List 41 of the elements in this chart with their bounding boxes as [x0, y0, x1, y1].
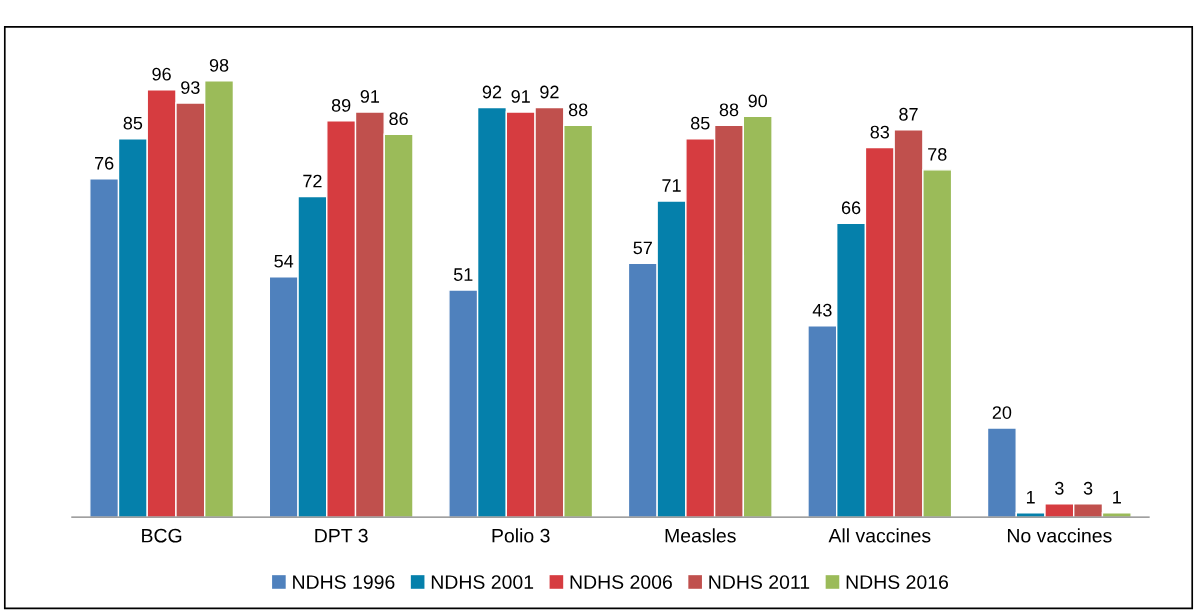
x-tick-label: No vaccines	[1007, 528, 1112, 543]
data-label: 3	[1055, 481, 1064, 495]
data-label: 66	[841, 201, 861, 215]
data-label: 71	[662, 179, 681, 192]
data-label: 57	[633, 241, 652, 255]
data-label: 86	[389, 112, 408, 126]
data-label: 85	[123, 116, 143, 130]
legend-label: NDHS 2001	[431, 575, 534, 589]
x-tick-label: DPT 3	[315, 528, 368, 543]
data-label: 78	[928, 147, 947, 161]
data-label: 91	[511, 90, 530, 103]
data-label: 43	[812, 303, 832, 317]
data-label: 92	[482, 85, 502, 99]
data-label: 92	[540, 85, 559, 99]
data-label: 51	[453, 268, 473, 281]
legend-label: NDHS 2016	[846, 575, 948, 589]
legend-label: NDHS 2006	[570, 575, 672, 589]
data-label: 72	[303, 174, 322, 188]
data-label: 54	[274, 254, 294, 268]
data-label: 91	[360, 90, 380, 103]
data-label: 98	[209, 58, 229, 72]
data-label: 83	[870, 125, 890, 139]
x-tick-label: Measles	[665, 528, 736, 543]
x-tick-label: Polio 3	[492, 528, 550, 543]
x-tick-label: All vaccines	[828, 528, 931, 543]
legend-label: NDHS 2011	[709, 575, 810, 589]
x-tick-label: BCG	[142, 528, 182, 543]
data-label: 1	[1113, 490, 1121, 504]
data-label: 20	[992, 406, 1012, 419]
data-label: 90	[748, 94, 768, 108]
data-label: 76	[95, 156, 114, 170]
data-label: 96	[152, 67, 171, 81]
data-label: 1	[1026, 490, 1035, 504]
data-label: 85	[690, 116, 710, 130]
data-label: 3	[1083, 481, 1093, 495]
data-label: 88	[719, 103, 739, 117]
data-label: 89	[331, 98, 351, 112]
legend-label: NDHS 1996	[293, 575, 395, 589]
data-label: 87	[899, 107, 918, 121]
data-label: 93	[181, 81, 200, 94]
data-label: 88	[568, 103, 588, 117]
